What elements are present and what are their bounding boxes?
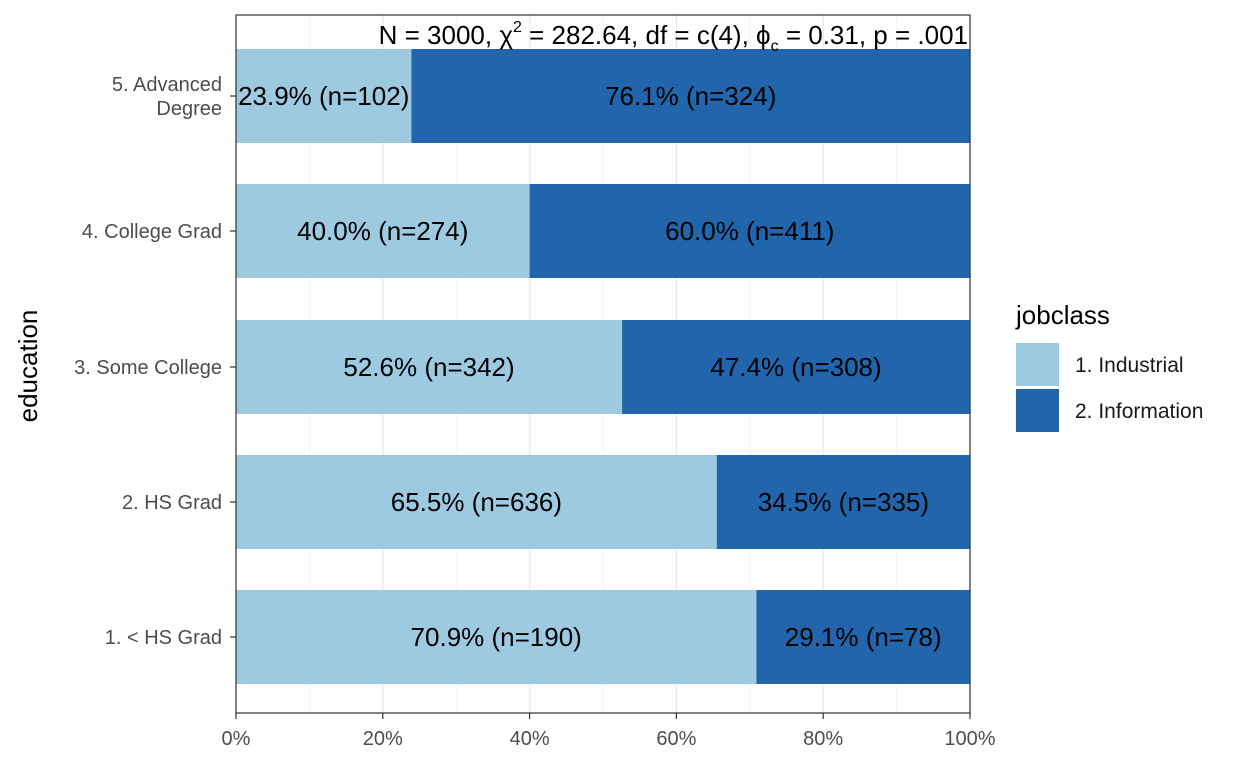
legend-label: 2. Information bbox=[1075, 400, 1203, 423]
x-tick-label: 60% bbox=[656, 728, 696, 750]
bar-label: 29.1% (n=78) bbox=[785, 622, 942, 652]
bar-segment bbox=[529, 184, 970, 278]
legend-swatch bbox=[1016, 343, 1059, 386]
legend: jobclass 1. Industrial 2. Information bbox=[1015, 300, 1203, 432]
legend-title: jobclass bbox=[1015, 300, 1110, 330]
bar-segment bbox=[236, 184, 530, 278]
panel-border bbox=[235, 14, 971, 714]
bar-label: 47.4% (n=308) bbox=[710, 352, 881, 382]
y-tick-label: 4. College Grad bbox=[82, 221, 222, 243]
bar-segment bbox=[411, 49, 970, 143]
bar-segment bbox=[756, 590, 970, 684]
bar-segment bbox=[236, 455, 717, 549]
chart-subtitle: N = 3000, χ2 = 282.64, df = c(4), ϕc = 0… bbox=[379, 19, 968, 55]
bar-label: 34.5% (n=335) bbox=[758, 487, 929, 517]
y-axis-title: education bbox=[13, 310, 43, 423]
bar-segment bbox=[622, 320, 970, 414]
bar-label: 70.9% (n=190) bbox=[411, 622, 582, 652]
bar-segment bbox=[236, 320, 623, 414]
axis-layer: 0% 20% 40% 60% 80% 100% 5. Advanced Degree 4. Co… bbox=[74, 74, 996, 750]
y-tick-label: 3. Some College bbox=[74, 357, 222, 379]
bar-segment bbox=[236, 590, 757, 684]
x-tick-label: 40% bbox=[510, 728, 550, 750]
bar-label: 23.9% (n=102) bbox=[238, 81, 409, 111]
x-tick-label: 20% bbox=[363, 728, 403, 750]
y-tick-label: 2. HS Grad bbox=[122, 492, 222, 514]
x-tick-label: 80% bbox=[803, 728, 843, 750]
bar-segment bbox=[716, 455, 970, 549]
y-tick-label: 5. Advanced Degree bbox=[112, 74, 222, 120]
bar-label: 76.1% (n=324) bbox=[605, 81, 776, 111]
legend-swatch bbox=[1016, 389, 1059, 432]
bar-label: 40.0% (n=274) bbox=[297, 216, 468, 246]
bar-label: 52.6% (n=342) bbox=[343, 352, 514, 382]
y-tick-label: 1. < HS Grad bbox=[105, 627, 222, 649]
bar-layer: 23.9% (n=102) 76.1% (n=324) 40.0% (n=274) 6… bbox=[236, 49, 970, 684]
bar-segment bbox=[236, 49, 412, 143]
bar-label: 60.0% (n=411) bbox=[665, 216, 834, 246]
legend-label: 1. Industrial bbox=[1075, 354, 1184, 377]
bar-label: 65.5% (n=636) bbox=[391, 487, 562, 517]
x-tick-label: 0% bbox=[222, 728, 251, 750]
x-tick-label: 100% bbox=[944, 728, 995, 750]
